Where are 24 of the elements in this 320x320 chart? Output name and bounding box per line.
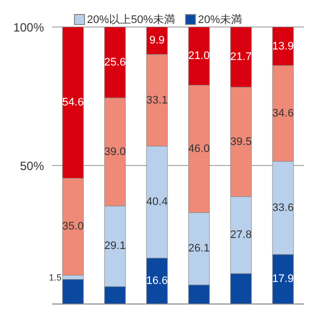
data-label: 29.1 [104,240,126,252]
legend-label: 20%以上50%未満 [86,13,175,27]
data-label: 13.9 [272,40,294,52]
data-label: 34.6 [272,107,294,120]
data-label: 27.8 [230,229,252,242]
data-label: 1.5 [48,272,62,282]
data-label: 39.0 [104,146,126,158]
data-label: 21.0 [188,50,210,62]
data-label: 25.6 [104,56,126,68]
data-label: 33.6 [272,202,294,214]
data-label: 16.6 [146,275,168,288]
data-label: 35.0 [62,220,84,233]
data-label: 33.1 [146,94,168,106]
data-label: 21.7 [230,51,252,64]
data-label: 46.0 [188,142,210,155]
data-label: 40.4 [146,196,168,208]
legend-label: 20%未満 [197,13,242,27]
data-label: 9.9 [149,34,165,47]
data-label: 39.5 [230,136,252,148]
data-label: 54.6 [62,96,84,109]
data-label: 26.1 [188,242,210,255]
y-tick-label: 50% [20,158,44,173]
y-tick-label: 100% [13,20,44,34]
data-label: 17.9 [272,273,294,286]
